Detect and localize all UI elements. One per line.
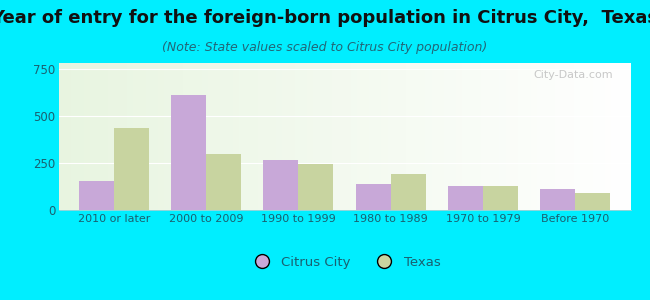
Bar bbox=[575, 193, 610, 210]
Bar bbox=[206, 154, 241, 210]
Bar bbox=[483, 186, 518, 210]
Bar bbox=[171, 95, 206, 210]
Bar bbox=[298, 164, 333, 210]
Bar bbox=[356, 184, 391, 210]
Text: Year of entry for the foreign-born population in Citrus City,  Texas: Year of entry for the foreign-born popul… bbox=[0, 9, 650, 27]
Bar bbox=[391, 174, 426, 210]
Text: (Note: State values scaled to Citrus City population): (Note: State values scaled to Citrus Cit… bbox=[162, 40, 488, 53]
Bar bbox=[540, 189, 575, 210]
Legend: Citrus City, Texas: Citrus City, Texas bbox=[243, 250, 446, 274]
Bar bbox=[263, 160, 298, 210]
Bar bbox=[79, 181, 114, 210]
Bar bbox=[114, 128, 149, 210]
Bar bbox=[448, 186, 483, 210]
Text: City-Data.com: City-Data.com bbox=[534, 70, 614, 80]
